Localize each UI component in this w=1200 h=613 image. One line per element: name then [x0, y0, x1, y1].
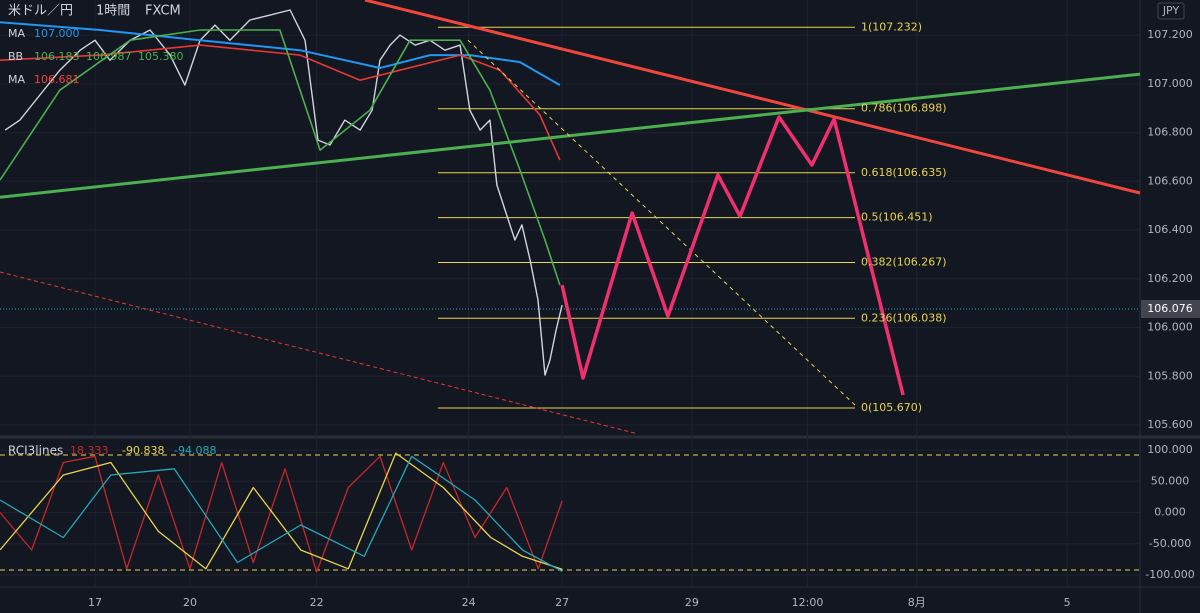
fib-label: 0(105.670) [861, 401, 922, 414]
fib-label: 0.382(106.267) [861, 255, 947, 268]
series-line [467, 39, 856, 406]
x-tick-label: 27 [555, 596, 569, 609]
last-price-box [1141, 300, 1200, 319]
y-tick-label: 50.000 [1151, 474, 1190, 487]
source: FXCM [145, 4, 181, 19]
series-line [364, 0, 1141, 195]
indicator-value: 106.987 [86, 50, 132, 63]
indicator-value: 107.000 [34, 27, 80, 40]
last-price-label: 106.076 [1147, 302, 1193, 315]
y-tick-label: 107.200 [1147, 28, 1193, 41]
x-tick-label: 22 [310, 596, 324, 609]
symbol: 米ドル／円 [8, 4, 73, 19]
series-line [0, 21, 561, 86]
y-tick-label: 105.600 [1147, 418, 1193, 431]
indicator-value: 18.333 [70, 444, 109, 457]
x-tick-label: 5 [1064, 596, 1071, 609]
currency-box [1157, 2, 1185, 20]
series-line [0, 455, 563, 572]
y-tick-label: -100.000 [1145, 568, 1194, 581]
series-line [0, 29, 561, 286]
y-tick-label: 106.400 [1147, 223, 1193, 236]
indicator-value: -90.838 [122, 444, 164, 457]
y-tick-label: 106.000 [1147, 321, 1193, 334]
y-tick-label: 100.000 [1147, 443, 1193, 456]
indicator-name: MA [8, 27, 25, 40]
series-line [0, 455, 563, 573]
y-tick-label: 105.800 [1147, 369, 1193, 382]
x-tick-label: 17 [88, 596, 102, 609]
currency: JPY [1162, 4, 1180, 17]
fib-label: 0.618(106.635) [861, 166, 947, 179]
x-tick-label: 29 [685, 596, 699, 609]
y-tick-label: 0.000 [1154, 506, 1186, 519]
indicator-value: 106.183 [34, 50, 80, 63]
fib-label: 0.786(106.898) [861, 102, 947, 115]
indicator-name: MA [8, 73, 25, 86]
y-tick-label: -50.000 [1149, 537, 1191, 550]
y-tick-label: 106.600 [1147, 174, 1193, 187]
fib-label: 1(107.232) [861, 20, 922, 33]
pane-title: RCI3lines [8, 444, 63, 458]
series-line [560, 115, 905, 396]
indicator-value: 106.681 [34, 73, 80, 86]
x-tick-label: 24 [462, 596, 476, 609]
fib-label: 0.5(106.451) [861, 211, 933, 224]
x-tick-label: 8月 [908, 596, 926, 609]
indicator-value: 105.380 [138, 50, 184, 63]
series-line [0, 44, 561, 161]
y-tick-label: 107.000 [1147, 77, 1193, 90]
indicator-value: -94.088 [174, 444, 216, 457]
series-line [0, 72, 1141, 199]
x-tick-label: 20 [183, 596, 197, 609]
y-tick-label: 106.800 [1147, 126, 1193, 139]
fib-label: 0.236(106.038) [861, 311, 947, 324]
indicator-name: BB [8, 50, 23, 63]
series-line [0, 452, 563, 570]
x-tick-label: 12:00 [792, 596, 824, 609]
interval: 1時間 [96, 4, 130, 19]
y-tick-label: 106.200 [1147, 272, 1193, 285]
